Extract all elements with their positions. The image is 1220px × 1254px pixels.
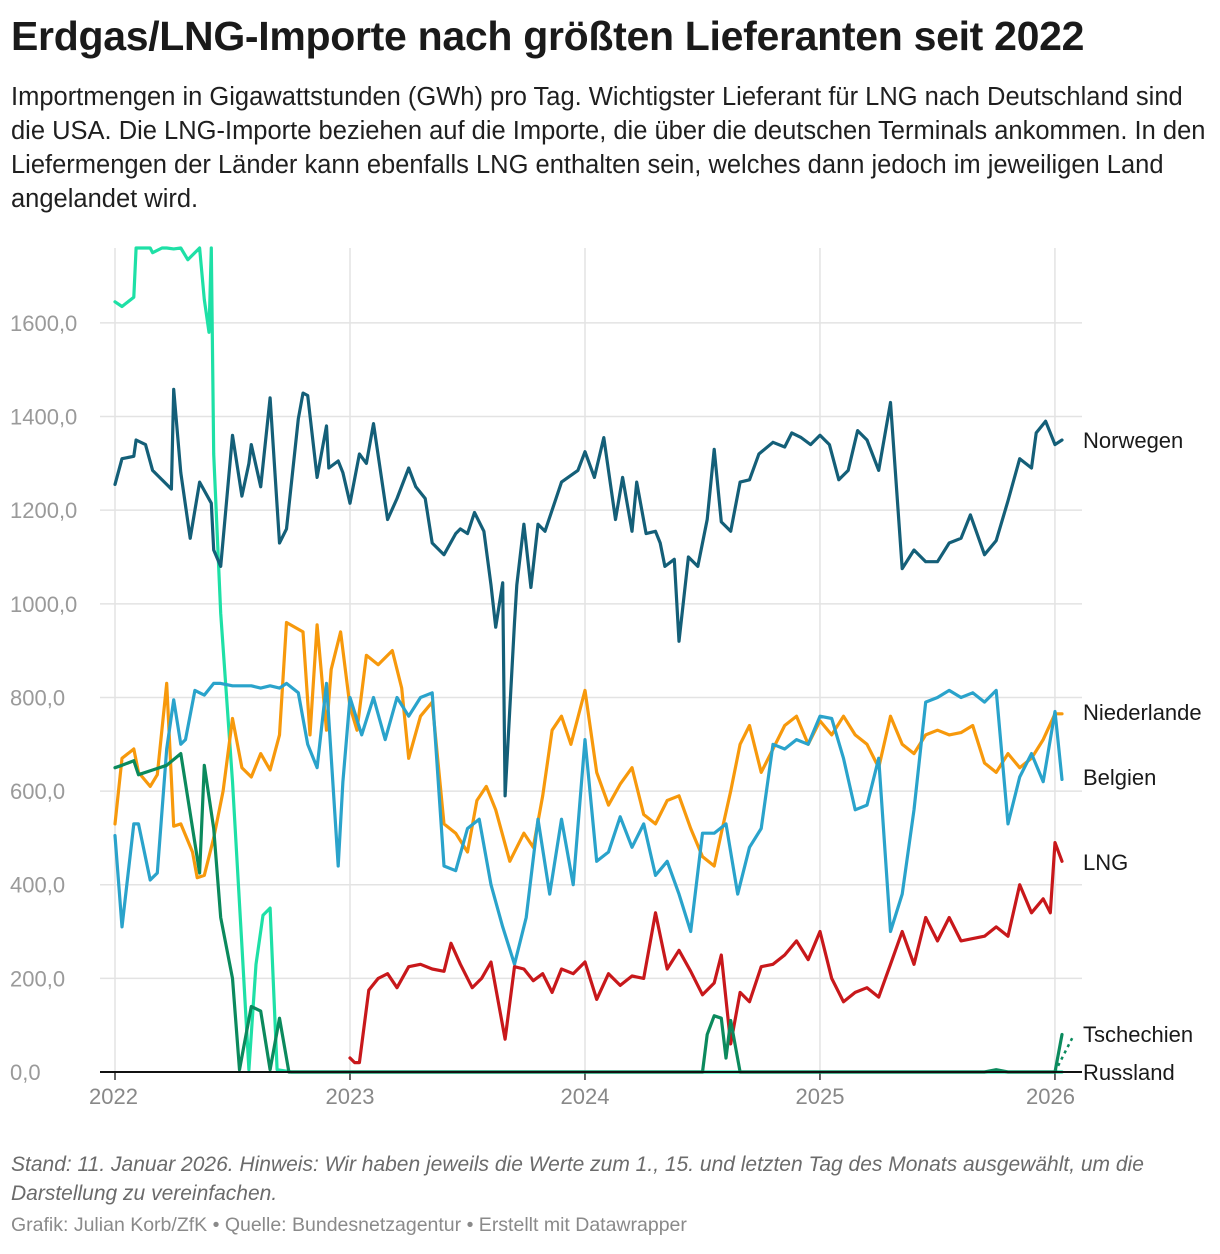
- y-tick-label: 600,0: [10, 779, 65, 804]
- x-tick-label: 2026: [1026, 1084, 1075, 1109]
- chart-subtitle: Importmengen in Gigawattstunden (GWh) pr…: [11, 83, 1206, 213]
- series-label-belgien: Belgien: [1083, 765, 1156, 790]
- gridlines: [100, 248, 1082, 1072]
- x-tick-label: 2024: [560, 1084, 609, 1109]
- series-line-niederlande: [113, 620, 1064, 880]
- series-lines: [113, 246, 1076, 1074]
- line-chart: 0,0 200,0 400,0 600,0 800,0 1000,0 1200,0 1400,…: [10, 246, 1202, 1109]
- y-tick-label: 800,0: [10, 685, 65, 710]
- series-label-russland: Russland: [1083, 1060, 1175, 1085]
- y-tick-label: 1400,0: [10, 405, 77, 430]
- y-tick-label: 1000,0: [10, 592, 77, 617]
- series-line-lng: [348, 840, 1064, 1065]
- x-tick-label: 2025: [795, 1084, 844, 1109]
- y-axis-ticks: 0,0 200,0 400,0 600,0 800,0 1000,0 1200,0 1400,…: [10, 311, 77, 1085]
- series-labels: Russland Norwegen Niederlande Belgien LNG Tsc…: [1083, 428, 1202, 1085]
- series-line-belgien: [113, 681, 1064, 966]
- series-line-tschechien: [113, 751, 1064, 1074]
- chart-title: Erdgas/LNG-Importe nach größten Lieferan…: [11, 13, 1085, 59]
- series-label-norwegen: Norwegen: [1083, 428, 1183, 453]
- x-tick-label: 2023: [326, 1084, 375, 1109]
- series-line-tschechien-forecast: [1053, 1033, 1076, 1073]
- x-axis-ticks: 2022 2023 2024 2025 2026: [89, 1072, 1075, 1109]
- y-tick-label: 1600,0: [10, 311, 77, 336]
- chart-source: Grafik: Julian Korb/ZfK • Quelle: Bundes…: [11, 1214, 687, 1236]
- y-tick-label: 1200,0: [10, 498, 77, 523]
- series-label-niederlande: Niederlande: [1083, 700, 1202, 725]
- y-tick-label: 200,0: [10, 966, 65, 991]
- y-tick-label: 400,0: [10, 873, 65, 898]
- series-label-tschechien: Tschechien: [1083, 1022, 1193, 1047]
- series-label-lng: LNG: [1083, 850, 1128, 875]
- x-tick-label: 2022: [89, 1084, 138, 1109]
- chart-note: Stand: 11. Januar 2026. Hinweis: Wir hab…: [11, 1153, 1144, 1205]
- y-tick-label: 0,0: [10, 1060, 41, 1085]
- series-line-russland: [113, 246, 1064, 1074]
- series-line-norwegen: [113, 387, 1064, 798]
